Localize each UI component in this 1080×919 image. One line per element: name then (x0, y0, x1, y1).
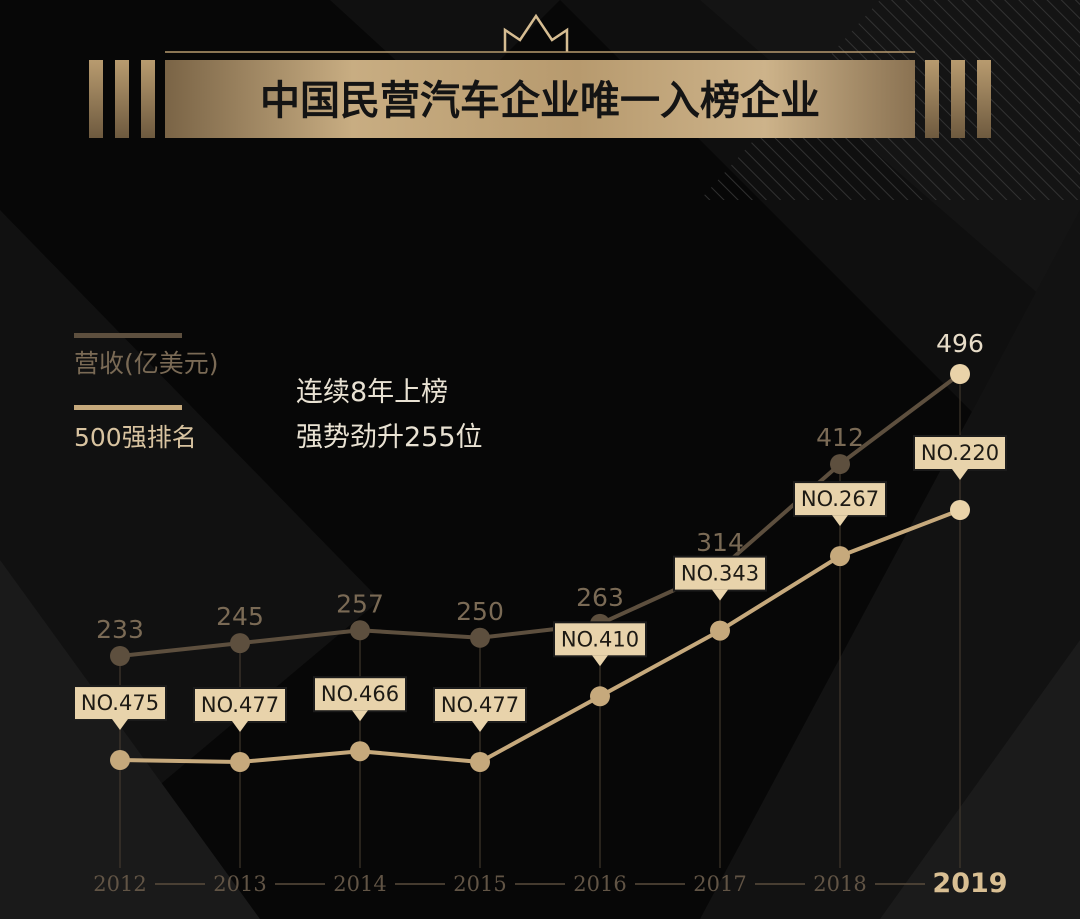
x-axis: 2012 2013 2014 2015 2016 2017 2018 2019 (93, 868, 1007, 899)
revenue-point-2018 (830, 454, 850, 475)
page-title: 中国民营汽车企业唯一入榜企业 (260, 78, 820, 124)
rank-callout-box (73, 685, 167, 722)
rank-callout-2015: NO.477 (433, 687, 527, 732)
rank-point-2019 (950, 500, 970, 520)
rank-callout-pointer (712, 589, 728, 601)
revenue-value-label-2018: 412 (816, 423, 864, 452)
rank-value-label-2019: NO.220 (921, 441, 999, 465)
rank-callout-pointer (472, 721, 488, 732)
rank-callout-2016: NO.410 (553, 621, 647, 667)
revenue-point-2013 (230, 633, 250, 654)
revenue-value-label-2013: 245 (216, 602, 264, 631)
rank-point-2017 (710, 620, 730, 641)
rank-callout-box (793, 481, 887, 518)
legend: 营收(亿美元) 500强排名 (74, 333, 219, 452)
rank-callout-pointer (112, 719, 128, 731)
rank-callout-2013: NO.477 (193, 687, 287, 732)
x-tick-label-2019: 2019 (932, 868, 1007, 899)
right-stripes (925, 60, 991, 138)
rank-callout-pointer (232, 721, 248, 732)
legend-rank-label: 500强排名 (74, 423, 197, 452)
crown-icon (503, 13, 569, 52)
rank-point-2013 (230, 752, 250, 772)
revenue-point-2019 (950, 364, 970, 384)
left-stripes (89, 60, 155, 138)
title-plate (165, 60, 915, 138)
tagline-line-2: 强势劲升255位 (296, 422, 483, 453)
rank-value-label-2012: NO.475 (81, 691, 159, 715)
rank-callout-2014: NO.466 (313, 676, 407, 722)
rank-callout-pointer (952, 469, 968, 480)
rank-callout-2012: NO.475 (73, 685, 167, 731)
revenue-point-2012 (110, 646, 130, 666)
tagline: 连续8年上榜 强势劲升255位 (296, 377, 483, 453)
rank-callout-pointer (352, 710, 368, 722)
x-tick-label-2016: 2016 (573, 872, 626, 896)
rank-value-label-2016: NO.410 (561, 627, 639, 651)
revenue-point-2014 (350, 620, 370, 641)
rank-value-label-2018: NO.267 (801, 487, 879, 511)
revenue-value-label-2014: 257 (336, 589, 384, 618)
revenue-value-label-2019: 496 (936, 329, 984, 358)
revenue-point-2015 (470, 627, 490, 648)
data-labels: 233 245 257 250 263 314 412 496 NO.475 NO.477 NO.4… (73, 329, 1007, 732)
rank-callout-2017: NO.343 (673, 555, 767, 601)
rank-point-2015 (470, 752, 490, 772)
revenue-value-label-2017: 314 (696, 528, 744, 557)
legend-revenue-label: 营收(亿美元) (74, 349, 219, 378)
x-tick-label-2012: 2012 (93, 872, 146, 896)
rank-point-2016 (590, 686, 610, 707)
x-tick-label-2018: 2018 (813, 872, 866, 896)
rank-point-2018 (830, 546, 850, 567)
rank-callout-2018: NO.267 (793, 481, 887, 527)
rank-point-2012 (110, 750, 130, 771)
legend-revenue-swatch (74, 333, 182, 338)
rank-value-label-2013: NO.477 (201, 693, 279, 717)
rank-callout-box (913, 435, 1007, 471)
x-tick-label-2015: 2015 (453, 872, 506, 896)
rank-line (119, 508, 961, 764)
data-points (110, 364, 970, 772)
rank-callout-2019: NO.220 (913, 435, 1007, 480)
rank-callout-pointer (592, 655, 608, 667)
x-tick-label-2014: 2014 (333, 872, 386, 896)
rank-value-label-2014: NO.466 (321, 682, 399, 706)
revenue-value-label-2015: 250 (456, 597, 504, 626)
rank-value-label-2017: NO.343 (681, 562, 759, 586)
legend-rank-swatch (74, 405, 182, 410)
tagline-line-1: 连续8年上榜 (296, 377, 448, 408)
revenue-value-label-2012: 233 (96, 615, 144, 644)
x-tick-label-2017: 2017 (693, 872, 746, 896)
rank-point-2014 (350, 741, 370, 762)
x-tick-label-2013: 2013 (213, 872, 266, 896)
rank-callout-box (193, 687, 287, 723)
rank-value-label-2015: NO.477 (441, 693, 519, 717)
rank-callout-pointer (832, 515, 848, 527)
title-banner: 中国民营汽车企业唯一入榜企业 (89, 51, 991, 138)
revenue-value-label-2016: 263 (576, 583, 624, 612)
